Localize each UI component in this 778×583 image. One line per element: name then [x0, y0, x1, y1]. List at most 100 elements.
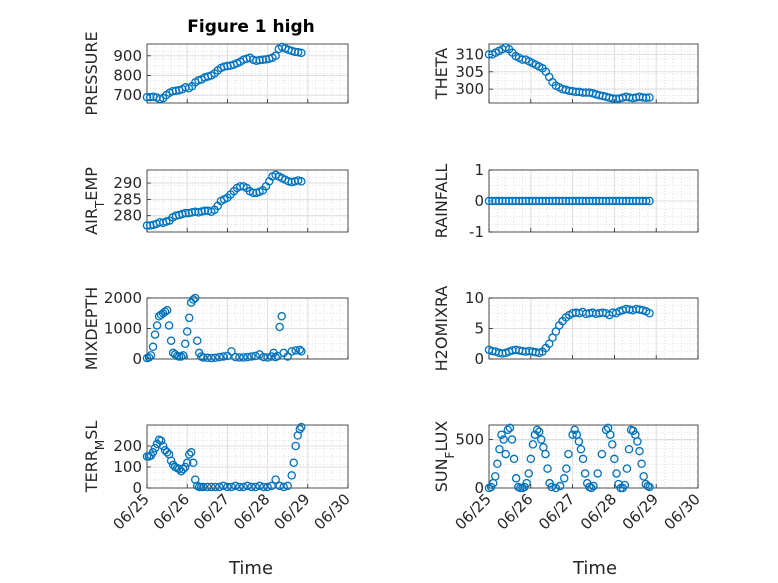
data-point — [239, 353, 248, 362]
y-axis-label: RAINFALL — [432, 164, 451, 239]
x-tick-label: 06/25 — [452, 490, 495, 533]
data-point — [543, 464, 552, 473]
data-point — [199, 482, 208, 492]
data-point — [547, 482, 556, 492]
y-tick-label: 0 — [132, 350, 142, 368]
data-point — [247, 482, 256, 492]
data-point — [277, 312, 286, 321]
data-point — [251, 482, 260, 492]
data-point — [219, 481, 228, 491]
axes-box — [488, 424, 699, 489]
data-point — [645, 196, 654, 206]
data-point — [247, 352, 256, 361]
y-tick-label: 100 — [113, 458, 142, 476]
y-tick-label: 300 — [455, 80, 484, 98]
data-point — [297, 48, 306, 58]
data-point — [211, 353, 220, 363]
data-point — [507, 435, 517, 444]
data-point — [610, 454, 619, 464]
data-point — [267, 481, 276, 491]
y-axis-label-suffix: SL — [82, 421, 101, 440]
data-point — [227, 482, 236, 492]
data-point — [211, 482, 220, 492]
data-point — [145, 92, 155, 102]
data-point — [263, 353, 272, 362]
data-point — [248, 188, 258, 198]
data-point — [200, 206, 210, 216]
data-point — [645, 308, 654, 318]
data-point — [207, 353, 216, 363]
data-point — [203, 353, 212, 363]
y-axis-label-main: PRESSURE — [82, 31, 101, 115]
data-point — [574, 437, 584, 446]
y-axis-label: AIRTEMP — [82, 167, 107, 235]
data-point — [263, 482, 272, 492]
data-point — [156, 436, 166, 445]
data-point — [587, 483, 596, 493]
data-point — [641, 93, 651, 103]
subplot-rainfall: -1 0 1 RAINFALL — [432, 161, 699, 241]
y-tick-label: -1 — [469, 223, 484, 241]
data-point — [160, 307, 170, 316]
data-point — [291, 346, 300, 355]
data-point — [608, 440, 617, 449]
x-tick-label: 06/28 — [230, 490, 273, 533]
data-point — [148, 342, 158, 352]
data-point — [231, 481, 240, 491]
y-tick-label: 290 — [113, 174, 142, 192]
x-tick-label: 06/27 — [535, 490, 578, 533]
data-point — [509, 454, 519, 464]
axes-box — [488, 43, 699, 104]
data-point — [215, 482, 224, 492]
data-point — [162, 448, 172, 457]
data-point — [564, 449, 573, 459]
data-point — [534, 427, 544, 437]
y-tick-label: 1000 — [104, 320, 142, 338]
data-point — [184, 450, 194, 459]
data-point — [559, 474, 569, 483]
data-point — [511, 474, 521, 483]
y-tick-label: 0 — [474, 479, 484, 497]
data-point — [624, 444, 634, 454]
data-point — [578, 454, 588, 464]
data-point — [188, 458, 198, 468]
data-point — [178, 351, 188, 360]
data-point — [199, 353, 208, 362]
x-tick-label: 06/30 — [661, 490, 704, 533]
x-tick-label: 06/25 — [110, 490, 153, 533]
data-point — [144, 353, 154, 362]
y-axis-label: PRESSURE — [82, 31, 101, 115]
data-point — [562, 464, 571, 473]
data-point — [493, 459, 502, 469]
data-point — [168, 86, 177, 96]
x-tick-label: 06/29 — [619, 490, 662, 533]
data-point — [295, 424, 305, 434]
data-point — [166, 456, 176, 465]
data-point — [251, 351, 260, 361]
y-axis-label-main: MIXDEPTH — [82, 287, 101, 370]
data-point — [505, 423, 515, 433]
data-point — [555, 481, 565, 491]
y-axis-label-subscript: M — [93, 440, 107, 450]
data-point — [580, 469, 590, 478]
data-point — [203, 482, 212, 492]
data-point — [271, 475, 280, 484]
data-point — [605, 430, 615, 439]
data-point — [142, 221, 152, 230]
data-point — [190, 207, 200, 217]
data-point — [158, 441, 168, 451]
axes-box — [146, 43, 349, 104]
data-point — [620, 480, 630, 490]
y-axis-label: TERRMSL — [82, 421, 107, 494]
data-point — [568, 430, 577, 439]
y-axis-label-main: H2OMIXRA — [432, 286, 451, 372]
data-point — [180, 462, 190, 472]
data-point — [184, 313, 194, 323]
y-axis-label: THETA — [432, 48, 451, 100]
data-point — [227, 347, 236, 356]
data-point — [235, 482, 244, 492]
